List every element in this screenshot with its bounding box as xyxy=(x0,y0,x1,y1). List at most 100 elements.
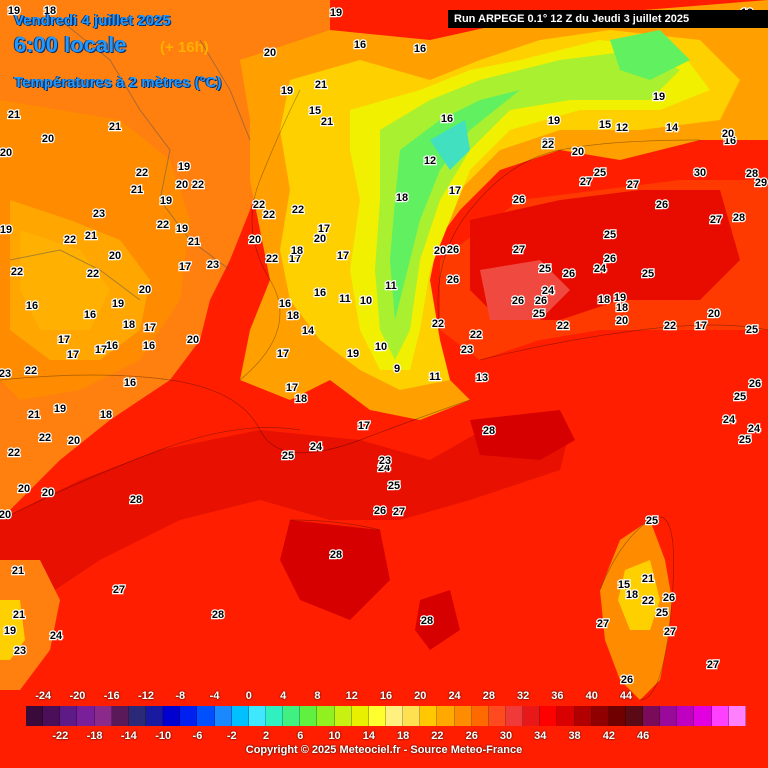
temperature-label: 17 xyxy=(318,223,330,235)
legend-swatch xyxy=(660,706,678,726)
legend-swatch xyxy=(180,706,198,726)
temperature-label: 19 xyxy=(653,91,665,103)
legend-tick-label: 34 xyxy=(534,730,547,742)
temperature-label: 10 xyxy=(375,341,387,353)
temperature-label: 19 xyxy=(330,7,342,19)
legend-tick-label: -6 xyxy=(192,730,203,742)
temperature-label: 22 xyxy=(157,219,169,231)
temperature-label: 26 xyxy=(621,674,633,686)
legend-tick-label: 2 xyxy=(262,730,270,742)
temperature-label: 18 xyxy=(100,409,112,421)
temperature-label: 26 xyxy=(663,592,675,604)
legend-swatch xyxy=(26,706,44,726)
legend-tick-label: 24 xyxy=(448,690,461,702)
legend-swatch xyxy=(591,706,609,726)
legend-swatch xyxy=(488,706,506,726)
temperature-label: 27 xyxy=(664,626,676,638)
temperature-label: 17 xyxy=(337,250,349,262)
temperature-label: 21 xyxy=(8,109,20,121)
temperature-label: 19 xyxy=(178,161,190,173)
temperature-label: 25 xyxy=(594,167,606,179)
legend-swatch xyxy=(557,706,575,726)
legend-tick-label: -22 xyxy=(52,730,69,742)
temperature-label: 22 xyxy=(542,139,554,151)
temperature-label: 27 xyxy=(113,584,125,596)
legend-swatch xyxy=(111,706,129,726)
temperature-label: 12 xyxy=(616,122,628,134)
temperature-label: 20 xyxy=(434,245,446,257)
temperature-label: 23 xyxy=(0,368,11,380)
temperature-label: 18 xyxy=(287,310,299,322)
temperature-label: 25 xyxy=(642,268,654,280)
temperature-label: 19 xyxy=(160,195,172,207)
temperature-label: 26 xyxy=(749,378,761,390)
temperature-label: 22 xyxy=(664,320,676,332)
temperature-label: 25 xyxy=(739,434,751,446)
temperature-label: 21 xyxy=(188,236,200,248)
temperature-label: 16 xyxy=(724,135,736,147)
temperature-label: 28 xyxy=(746,168,758,180)
legend-tick-label: -24 xyxy=(35,690,52,702)
temperature-label: 23 xyxy=(93,208,105,220)
temperature-label: 27 xyxy=(542,137,554,149)
temperature-label: 26 xyxy=(374,505,386,517)
forecast-time: 6:00 locale xyxy=(14,32,127,57)
legend-swatch xyxy=(231,706,249,726)
temperature-label: 28 xyxy=(421,615,433,627)
temperature-label: 21 xyxy=(321,116,333,128)
temperature-label: 16 xyxy=(414,43,426,55)
temperature-label: 22 xyxy=(263,209,275,221)
temperature-label: 17 xyxy=(67,349,79,361)
temperature-label: 16 xyxy=(84,309,96,321)
temperature-label: 17 xyxy=(179,261,191,273)
temperature-label: 19 xyxy=(8,5,20,17)
legend-tick-label: 26 xyxy=(465,730,478,742)
temperature-label: 24 xyxy=(723,414,736,426)
temperature-label: 25 xyxy=(734,391,746,403)
legend-tick-label: 38 xyxy=(568,730,581,742)
legend-swatch xyxy=(385,706,404,726)
legend-tick-label: -8 xyxy=(175,690,186,702)
legend-tick-label: -4 xyxy=(209,690,220,702)
temperature-label: 11 xyxy=(385,280,397,292)
temperature-label: 19 xyxy=(614,292,626,304)
temperature-label: 15 xyxy=(618,579,630,591)
temperature-label: 22 xyxy=(8,447,20,459)
temperature-label: 16 xyxy=(143,340,155,352)
temperature-label: 26 xyxy=(535,295,547,307)
temperature-label: 24 xyxy=(310,441,323,453)
temperature-label: 23 xyxy=(379,455,391,467)
legend-swatch xyxy=(728,706,746,726)
temperature-label: 26 xyxy=(604,253,616,265)
temperature-label: 21 xyxy=(12,565,24,577)
temperature-label: 27 xyxy=(513,244,525,256)
temperature-label: 14 xyxy=(302,325,315,337)
temperature-label: 24 xyxy=(748,423,761,435)
temperature-label: 18 xyxy=(616,302,628,314)
temperature-label: 20 xyxy=(708,308,720,320)
legend-swatch xyxy=(60,706,78,726)
temperature-label: 22 xyxy=(292,204,304,216)
legend-swatch xyxy=(454,706,472,726)
temperature-label: 30 xyxy=(694,167,706,179)
legend-tick-label: 28 xyxy=(482,690,495,702)
legend-tick-label: 6 xyxy=(297,730,304,742)
temperature-label: 13 xyxy=(476,372,488,384)
temperature-label: 21 xyxy=(109,121,121,133)
temperature-label: 21 xyxy=(13,609,25,621)
temperature-label: 21 xyxy=(315,79,327,91)
legend-swatch xyxy=(197,706,215,726)
temperature-label: 24 xyxy=(542,285,555,297)
temperature-label: 22 xyxy=(266,253,278,265)
legend-tick-label: 30 xyxy=(499,730,513,742)
temperature-label: 17 xyxy=(286,382,298,394)
legend-swatch xyxy=(643,706,661,726)
legend-swatch xyxy=(711,706,729,726)
temperature-label: 28 xyxy=(483,425,495,437)
temperature-label: 17 xyxy=(358,420,370,432)
temperature-label: 11 xyxy=(339,293,351,305)
temperature-label: 20 xyxy=(0,509,11,521)
temperature-label: 28 xyxy=(733,212,745,224)
temperature-label: 25 xyxy=(533,308,545,320)
